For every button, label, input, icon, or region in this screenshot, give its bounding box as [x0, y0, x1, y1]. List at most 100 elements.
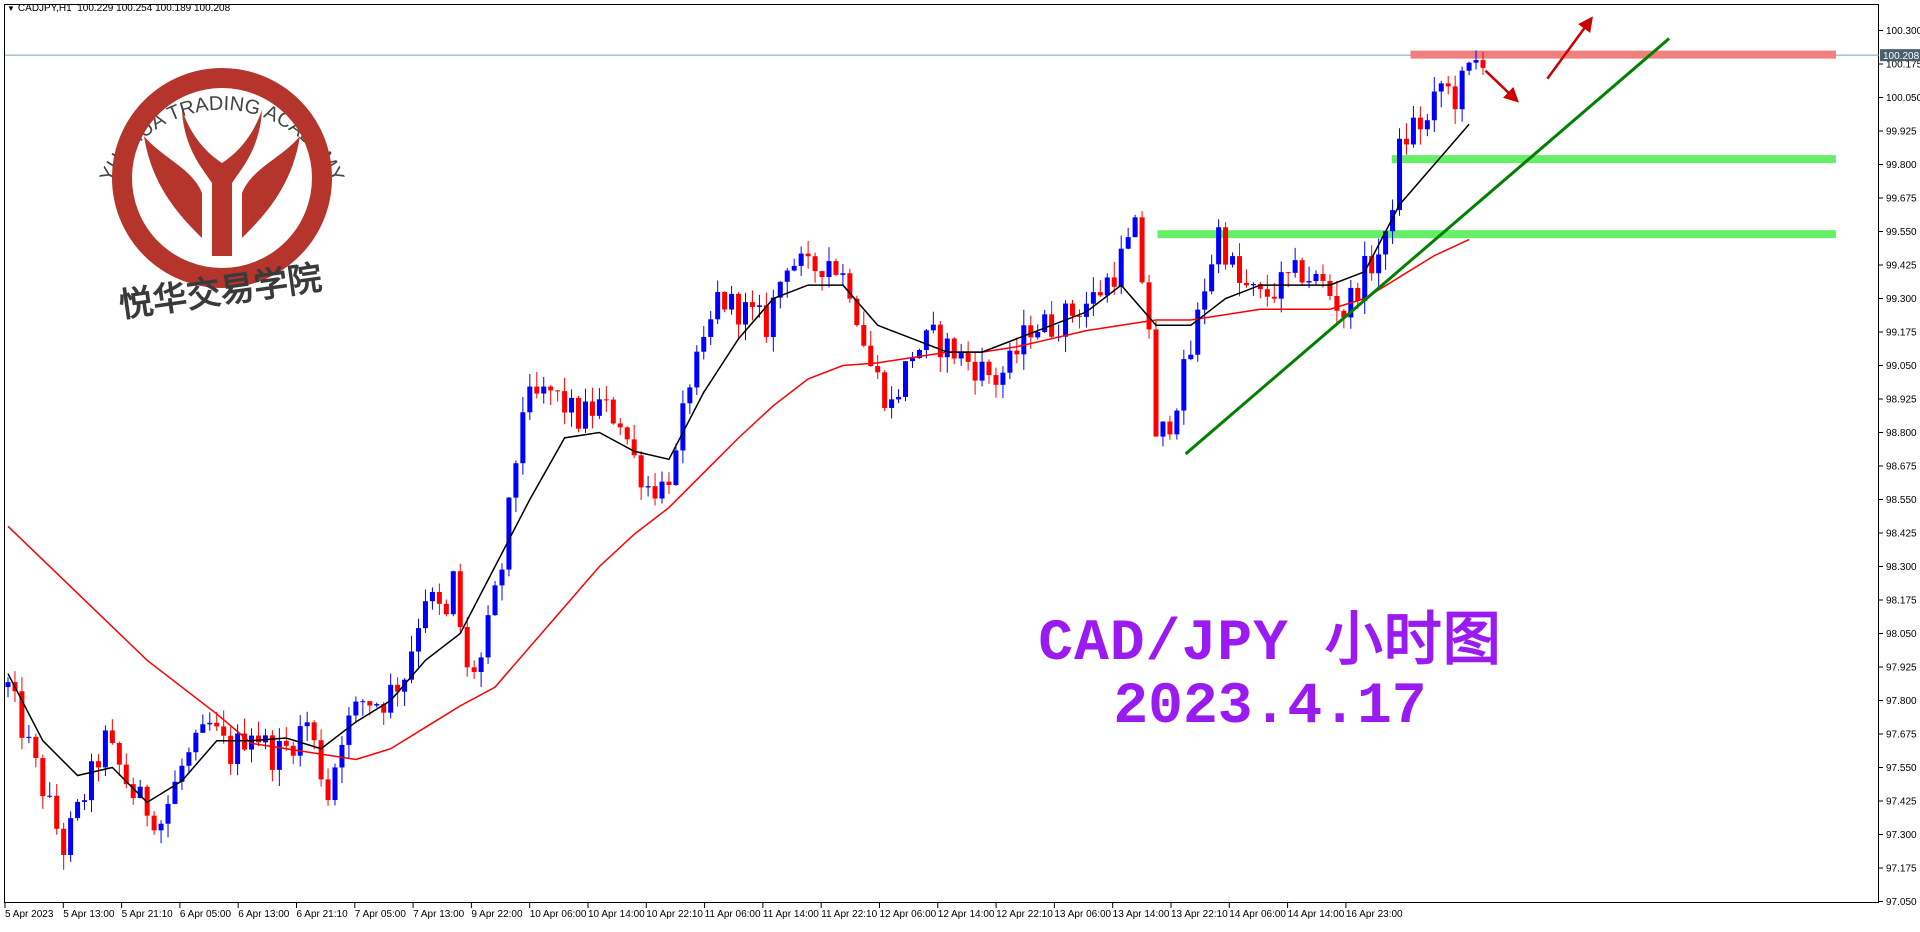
candle-body: [986, 361, 992, 376]
x-tick-label: 13 Apr 06:00: [1054, 909, 1111, 920]
candle-body: [304, 722, 310, 727]
candle-body: [290, 745, 296, 756]
candle-body: [61, 828, 67, 855]
candle-body: [1195, 309, 1201, 355]
candle-body: [743, 302, 748, 325]
candle-body: [1452, 86, 1458, 110]
candle-body: [1236, 256, 1242, 283]
candle-body: [930, 324, 936, 331]
resistance-zone: [1410, 50, 1836, 59]
collapse-triangle-icon[interactable]: ▼: [7, 4, 15, 13]
candle-body: [214, 722, 220, 727]
candle-body: [610, 399, 616, 424]
candle-body: [123, 764, 129, 785]
candle-body: [1424, 120, 1430, 130]
x-tick-label: 5 Apr 2023: [5, 909, 54, 920]
candle-body: [756, 305, 762, 307]
candle-body: [1341, 310, 1347, 318]
candle-body: [1167, 421, 1173, 435]
candle-body: [1153, 329, 1159, 437]
candle-body: [582, 401, 588, 429]
candle-body: [367, 701, 373, 706]
candle-body: [402, 679, 408, 692]
y-tick-label: 98.925: [1886, 395, 1917, 406]
candle-body: [659, 481, 665, 499]
y-tick-label: 100.175: [1886, 60, 1920, 71]
candle-body: [228, 735, 234, 765]
candle-body: [40, 758, 46, 797]
x-tick-label: 12 Apr 22:10: [996, 909, 1053, 920]
candle-body: [325, 779, 331, 801]
overlay-layer: [1184, 16, 1671, 456]
candle-body: [847, 273, 853, 299]
candle-body: [464, 627, 470, 668]
candle-body: [381, 704, 387, 713]
logo-glyph-right: [242, 136, 300, 238]
x-tick-label: 10 Apr 06:00: [530, 909, 587, 920]
support-zone: [1391, 155, 1836, 164]
candle-body: [68, 818, 74, 855]
candle-body: [513, 463, 519, 498]
y-tick-label: 97.425: [1886, 797, 1917, 808]
candle-body: [951, 338, 957, 359]
x-tick-label: 7 Apr 13:00: [413, 909, 465, 920]
candle-body: [777, 281, 783, 298]
candle-body: [1070, 303, 1076, 316]
candle-body: [318, 740, 324, 780]
candle-body: [409, 651, 415, 680]
candle-body: [395, 684, 401, 692]
candle-body: [1188, 354, 1194, 360]
candle-body: [1445, 83, 1451, 87]
candle-body: [450, 571, 456, 615]
candle-body: [972, 361, 978, 381]
candle-body: [882, 372, 888, 408]
candle-body: [1181, 359, 1187, 411]
y-tick-label: 97.800: [1886, 696, 1917, 707]
candle-body: [1243, 282, 1249, 286]
y-tick-label: 99.800: [1886, 160, 1917, 171]
y-tick-label: 98.175: [1886, 596, 1917, 607]
candle-body: [1299, 260, 1305, 283]
x-tick-label: 16 Apr 23:00: [1346, 909, 1403, 920]
y-tick-label: 99.425: [1886, 261, 1917, 272]
y-tick-label: 97.550: [1886, 763, 1917, 774]
candle-body: [1132, 217, 1138, 238]
candle-body: [415, 628, 421, 652]
y-tick-label: 99.300: [1886, 294, 1917, 305]
support-zone: [1157, 230, 1836, 239]
annotation-date: 2023.4.17: [1113, 675, 1427, 740]
x-tick-label: 13 Apr 14:00: [1113, 909, 1170, 920]
candle-body: [569, 397, 575, 413]
candle-body: [374, 704, 380, 706]
candle-body: [26, 736, 32, 738]
candle-body: [603, 399, 609, 401]
candle-body: [687, 387, 693, 404]
candle-body: [868, 345, 874, 367]
candle-body: [255, 735, 261, 743]
candle-body: [589, 401, 595, 416]
candle-body: [562, 391, 568, 413]
logo-glyph-left: [144, 136, 202, 238]
candle-body: [798, 253, 804, 266]
candle-body: [360, 701, 366, 703]
candle-body: [784, 270, 790, 282]
ma-slow-line: [7, 238, 1470, 761]
x-tick-label: 5 Apr 13:00: [63, 909, 115, 920]
candle-body: [1021, 325, 1027, 355]
candle-body: [506, 497, 512, 570]
candle-body: [1202, 291, 1208, 310]
symbol-info: ▼ CADJPY,H1 100.229 100.254 100.189 100.2…: [7, 3, 230, 14]
candle-body: [262, 735, 268, 743]
candle-body: [1230, 256, 1236, 265]
x-tick-label: 11 Apr 14:00: [763, 909, 819, 920]
candle-body: [770, 297, 776, 338]
candle-body: [82, 800, 88, 802]
candle-body: [1306, 281, 1312, 283]
candle-body: [388, 684, 394, 713]
candle-body: [1292, 260, 1298, 273]
candle-body: [652, 486, 658, 499]
candle-body: [75, 801, 81, 819]
candle-body: [1285, 272, 1291, 274]
